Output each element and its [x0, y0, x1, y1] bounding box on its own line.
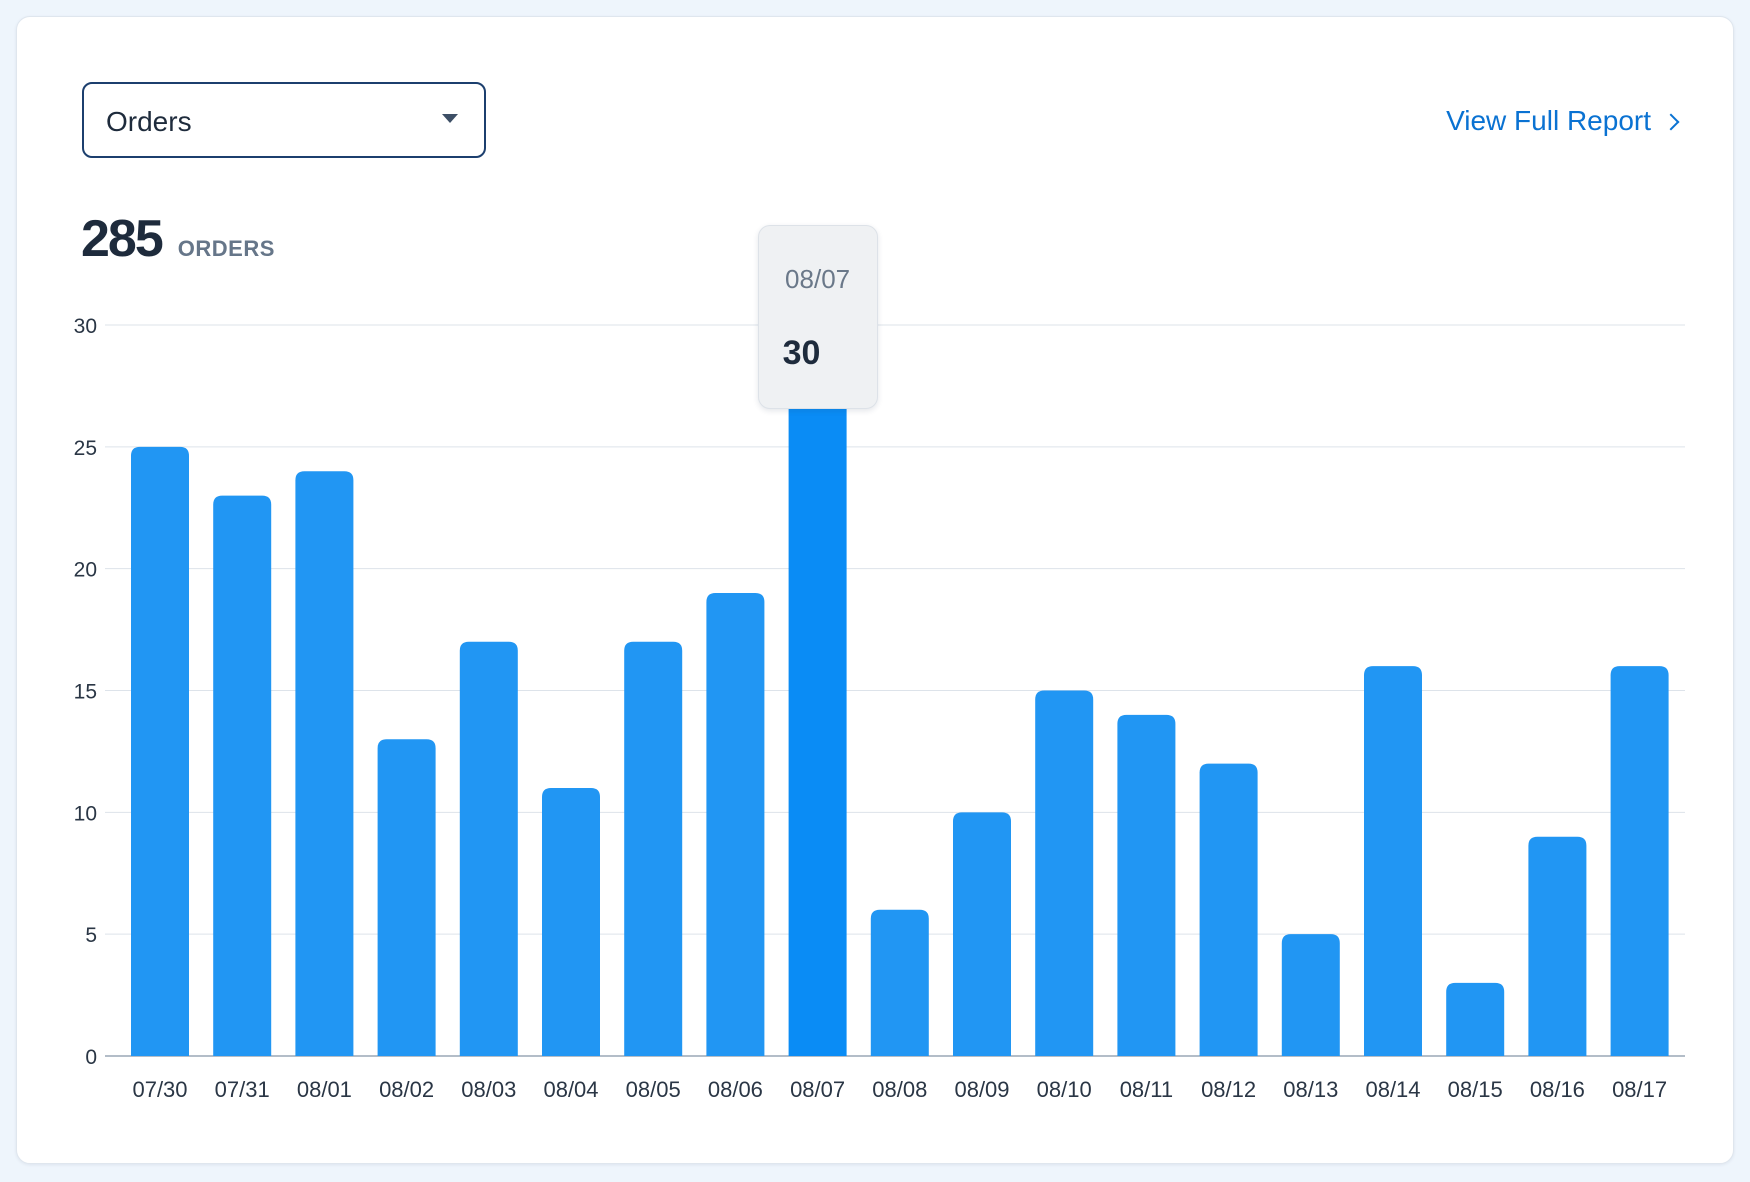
x-tick-label: 08/14 — [1365, 1077, 1420, 1102]
x-tick-label: 08/11 — [1120, 1077, 1173, 1102]
tooltip-value: 30 — [782, 334, 821, 372]
bar — [1199, 763, 1258, 1056]
caret-down-icon — [442, 114, 458, 123]
bar — [788, 325, 847, 1056]
y-tick-label: 20 — [74, 559, 97, 582]
bar — [1281, 934, 1340, 1056]
bar — [1364, 666, 1422, 1056]
metric-dropdown-value: Orders — [106, 106, 192, 137]
x-tick-label: 08/02 — [379, 1077, 434, 1102]
orders-summary: 285 ORDERS — [81, 209, 275, 269]
y-tick-label: 15 — [74, 681, 97, 704]
orders-total: 285 — [81, 210, 164, 268]
orders-bar-chart: 0 5 10 15 20 25 30 07/30 07/31 08/01 08/02 08/03 08/… — [74, 315, 1685, 1102]
x-tick-label: 08/17 — [1612, 1077, 1667, 1102]
x-tick-label: 08/13 — [1283, 1077, 1338, 1102]
bar — [1528, 836, 1587, 1056]
bar — [1035, 690, 1094, 1056]
x-tick-label: 08/01 — [297, 1077, 352, 1102]
bar — [1117, 714, 1176, 1056]
orders-unit-label: ORDERS — [177, 236, 275, 261]
bar — [624, 641, 683, 1056]
x-tick-label: 08/06 — [708, 1077, 763, 1102]
x-tick-label: 08/09 — [954, 1077, 1009, 1102]
bar-tooltip: 08/07 30 — [757, 225, 878, 409]
bar — [1446, 982, 1505, 1056]
x-tick-label: 08/10 — [1037, 1077, 1092, 1102]
y-tick-label: 0 — [85, 1046, 97, 1069]
bar — [131, 446, 189, 1056]
bar — [295, 471, 354, 1056]
bar — [459, 641, 518, 1056]
y-tick-label: 30 — [74, 315, 97, 338]
view-full-report-label: View Full Report — [1446, 105, 1651, 136]
x-tick-label: 08/15 — [1448, 1077, 1503, 1102]
x-tick-label: 08/03 — [461, 1077, 516, 1102]
chart-card: Orders View Full Report 285 ORDERS 0 5 10 1… — [16, 16, 1734, 1164]
x-tick-label: 08/08 — [872, 1077, 927, 1102]
x-tick-label: 08/16 — [1530, 1077, 1585, 1102]
bar — [542, 787, 600, 1056]
tooltip-date: 08/07 — [785, 264, 851, 294]
x-tick-label: 07/30 — [132, 1077, 187, 1102]
x-tick-label: 08/07 — [790, 1077, 845, 1102]
bar — [1610, 666, 1669, 1056]
x-tick-label: 07/31 — [215, 1077, 270, 1102]
view-full-report-link[interactable]: View Full Report — [1446, 105, 1680, 137]
y-tick-label: 25 — [74, 437, 97, 460]
bar — [953, 812, 1011, 1056]
bar — [213, 495, 272, 1057]
y-tick-label: 10 — [74, 802, 97, 825]
bar — [377, 739, 436, 1056]
x-tick-label: 08/12 — [1201, 1077, 1256, 1102]
bar — [870, 909, 929, 1056]
y-tick-label: 5 — [85, 924, 97, 947]
x-tick-label: 08/04 — [543, 1077, 598, 1102]
bar — [706, 593, 765, 1056]
metric-dropdown[interactable]: Orders — [82, 82, 486, 158]
x-tick-label: 08/05 — [626, 1077, 681, 1102]
